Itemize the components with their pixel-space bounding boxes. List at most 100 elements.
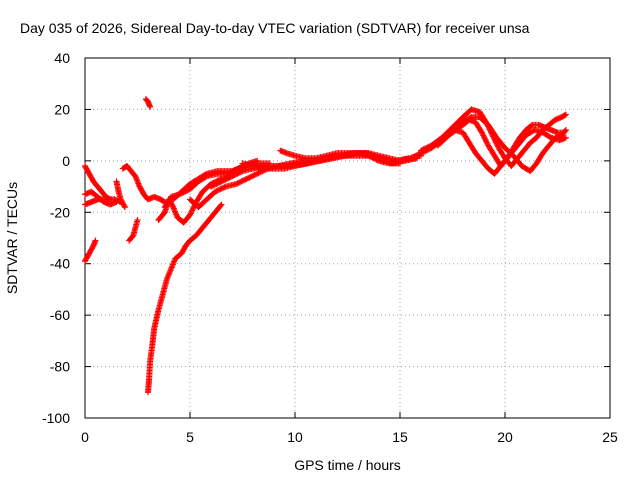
data-point xyxy=(419,146,426,153)
data-point xyxy=(407,155,414,162)
y-axis-label: SDTVAR / TECUs xyxy=(4,182,20,294)
data-point xyxy=(212,188,219,195)
data-point xyxy=(225,175,232,182)
x-tick-label: 10 xyxy=(287,429,303,445)
data-point xyxy=(246,174,253,181)
data-point xyxy=(241,177,248,184)
data-point xyxy=(208,183,214,190)
series-plunge-3 xyxy=(145,201,225,396)
data-point xyxy=(415,151,422,158)
data-point xyxy=(242,176,249,183)
data-point xyxy=(217,179,224,186)
data-point xyxy=(251,172,258,178)
data-point xyxy=(214,187,221,194)
y-tick-label: 0 xyxy=(62,153,70,169)
axis-ticks xyxy=(84,57,611,419)
data-point xyxy=(229,173,235,180)
data-point xyxy=(215,179,222,186)
y-tick-label: 20 xyxy=(54,101,70,117)
data-points xyxy=(82,96,569,396)
data-point xyxy=(216,186,223,193)
series-segment-2.1-low xyxy=(126,217,141,244)
series-early-middle xyxy=(82,188,120,208)
data-point xyxy=(231,172,238,178)
data-point xyxy=(220,184,227,191)
data-point xyxy=(408,154,415,161)
data-point xyxy=(227,173,234,180)
x-tick-label: 5 xyxy=(186,429,194,445)
data-point xyxy=(425,143,432,150)
data-point xyxy=(221,177,228,184)
data-point xyxy=(214,180,221,187)
data-point xyxy=(562,128,569,135)
data-point xyxy=(217,202,224,209)
data-point xyxy=(562,111,569,118)
grid xyxy=(85,58,610,418)
y-tick-label: 40 xyxy=(54,50,70,66)
y-tick-label: -80 xyxy=(50,359,70,375)
data-point xyxy=(562,127,569,133)
data-point xyxy=(202,171,209,178)
data-point xyxy=(528,122,535,129)
data-point xyxy=(213,181,220,187)
x-tick-label: 15 xyxy=(392,429,408,445)
x-axis-label: GPS time / hours xyxy=(294,457,401,473)
data-point xyxy=(236,169,243,176)
data-point xyxy=(250,172,257,179)
data-point xyxy=(235,170,242,177)
data-point xyxy=(252,171,259,178)
data-point xyxy=(210,182,217,189)
y-tick-label: -20 xyxy=(50,204,70,220)
data-point xyxy=(92,237,99,244)
data-point xyxy=(245,175,252,182)
data-point xyxy=(247,173,254,180)
data-point xyxy=(218,178,225,185)
y-tick-label: -100 xyxy=(42,410,70,426)
data-point xyxy=(420,146,427,153)
data-point xyxy=(424,144,431,151)
data-point xyxy=(256,169,263,176)
data-point xyxy=(238,168,245,175)
data-point xyxy=(134,217,141,223)
data-point xyxy=(237,179,244,186)
data-point xyxy=(218,185,225,192)
data-point xyxy=(217,186,224,193)
data-point xyxy=(209,182,216,189)
series-rise-d xyxy=(443,127,569,177)
data-point xyxy=(561,112,568,119)
data-point xyxy=(562,134,569,141)
data-point xyxy=(219,177,226,184)
data-point xyxy=(254,170,261,177)
data-point xyxy=(418,147,424,154)
data-point xyxy=(226,174,233,181)
data-point xyxy=(239,177,246,184)
data-point xyxy=(121,202,128,209)
data-point xyxy=(223,175,230,182)
data-point xyxy=(147,103,154,110)
data-point xyxy=(235,179,242,186)
data-point xyxy=(211,181,218,188)
data-point xyxy=(243,175,250,182)
series-upper-9 xyxy=(277,147,424,164)
data-point xyxy=(410,154,417,160)
data-point xyxy=(414,152,421,159)
plot-frame xyxy=(84,57,611,419)
x-tick-label: 0 xyxy=(81,429,89,445)
y-tick-label: -60 xyxy=(50,307,70,323)
series-segment-2-2.4 xyxy=(119,163,168,205)
data-point xyxy=(213,188,220,195)
series-spike-3 xyxy=(142,96,154,110)
data-point xyxy=(411,153,418,160)
data-point xyxy=(113,199,120,205)
data-point xyxy=(221,184,228,191)
data-point xyxy=(412,152,419,159)
data-point xyxy=(248,173,255,180)
x-tick-labels: 0 5 10 15 20 25 xyxy=(81,429,618,445)
data-point xyxy=(169,202,176,209)
x-tick-label: 20 xyxy=(497,429,513,445)
x-tick-label: 25 xyxy=(602,429,618,445)
chart-title: Day 035 of 2026, Sidereal Day-to-day VTE… xyxy=(20,20,530,36)
data-point xyxy=(230,172,237,179)
